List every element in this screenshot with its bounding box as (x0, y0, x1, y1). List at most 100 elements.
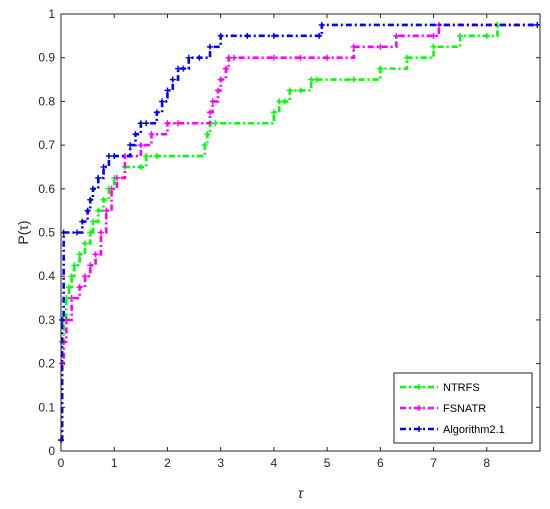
data-point (164, 120, 171, 127)
data-point (87, 229, 94, 236)
data-point (377, 65, 384, 72)
data-point (73, 229, 80, 236)
data-point (297, 54, 304, 61)
x-axis-label: τ (298, 485, 304, 501)
data-point (175, 65, 182, 72)
y-tick-label: 0.3 (38, 313, 55, 327)
data-point (313, 76, 320, 83)
data-point (132, 131, 139, 138)
data-point (89, 185, 96, 192)
data-point (212, 120, 219, 127)
y-tick-label: 1 (48, 7, 55, 21)
x-tick-label: 5 (324, 456, 331, 470)
data-point (244, 32, 251, 39)
x-tick-label: 0 (58, 456, 65, 470)
tick-layer: 0 1 2 3 4 5 6 7 8 0 0.1 0.2 0.3 0.4 0.5 0.6 0.7 0.8 0.9 1 (38, 7, 540, 470)
data-point (483, 32, 490, 39)
data-point (286, 87, 293, 94)
series-ntrfs (58, 21, 541, 444)
data-point (95, 207, 102, 214)
y-tick-label: 0.9 (38, 51, 55, 65)
data-point (100, 196, 107, 203)
data-point (393, 32, 400, 39)
y-tick-label: 0.8 (38, 94, 55, 108)
legend-marker (416, 426, 422, 432)
data-point (68, 295, 75, 302)
y-axis-label: P(τ) (15, 220, 31, 244)
data-point (148, 131, 155, 138)
series-line (60, 23, 538, 442)
data-point (71, 262, 78, 269)
data-point (196, 54, 203, 61)
data-point (308, 76, 315, 83)
data-point (79, 218, 86, 225)
series-line (60, 23, 538, 442)
y-tick-label: 0.2 (38, 357, 55, 371)
data-point (207, 43, 214, 50)
data-point (403, 54, 410, 61)
data-point (76, 284, 83, 291)
x-tick-label: 2 (164, 456, 171, 470)
data-point (430, 43, 437, 50)
legend-label: Algorithm2.1 (443, 424, 505, 436)
y-tick-label: 0.6 (38, 182, 55, 196)
data-point (108, 185, 115, 192)
data-point (92, 251, 99, 258)
data-point (87, 196, 94, 203)
data-point (100, 163, 107, 170)
data-point (113, 174, 120, 181)
data-point (185, 54, 192, 61)
data-point (143, 153, 150, 160)
data-point (297, 87, 304, 94)
data-point (159, 98, 166, 105)
data-point (350, 76, 357, 83)
legend-marker (416, 384, 422, 390)
x-tick-label: 7 (430, 456, 437, 470)
data-point (81, 240, 88, 247)
data-point (76, 251, 83, 258)
data-point (281, 98, 288, 105)
data-point (169, 76, 176, 83)
data-point (137, 142, 144, 149)
data-point (153, 109, 160, 116)
data-point (217, 32, 224, 39)
data-point (68, 273, 75, 280)
data-point (230, 54, 237, 61)
data-point (318, 21, 325, 28)
y-tick-label: 0 (48, 444, 55, 458)
data-point (164, 87, 171, 94)
data-point (276, 98, 283, 105)
legend: NTRFS FSNATR Algorithm2.1 (393, 372, 533, 444)
data-point (201, 142, 208, 149)
legend-marker (416, 405, 422, 411)
data-point (97, 229, 104, 236)
data-point (350, 43, 357, 50)
data-point (65, 284, 72, 291)
x-tick-label: 8 (483, 456, 490, 470)
x-tick-label: 6 (377, 456, 384, 470)
series-layer (58, 21, 541, 444)
data-point (270, 109, 277, 116)
legend-label: NTRFS (443, 382, 480, 394)
y-tick-label: 0.5 (38, 226, 55, 240)
data-point (175, 120, 182, 127)
data-point (217, 76, 224, 83)
data-point (137, 120, 144, 127)
data-point (111, 153, 118, 160)
data-point (534, 21, 541, 28)
data-point (222, 65, 229, 72)
data-point (209, 98, 216, 105)
data-point (377, 43, 384, 50)
data-point (225, 54, 232, 61)
data-point (87, 262, 94, 269)
data-point (204, 131, 211, 138)
data-point (430, 32, 437, 39)
y-tick-label: 0.4 (38, 269, 55, 283)
data-point (81, 273, 88, 280)
data-point (270, 32, 277, 39)
y-tick-label: 0.1 (38, 400, 55, 414)
data-point (105, 153, 112, 160)
y-tick-label: 0.7 (38, 138, 55, 152)
x-tick-label: 1 (111, 456, 118, 470)
